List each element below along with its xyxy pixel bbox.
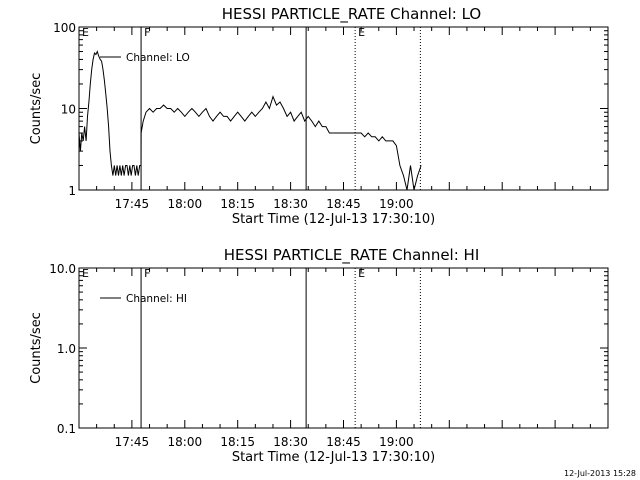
x-tick-label: 17:45 [115, 197, 150, 211]
event-marker-label: E [358, 267, 365, 280]
x-tick-label: 18:45 [326, 197, 361, 211]
plot-frame [78, 267, 609, 429]
event-marker-label: F [144, 267, 150, 280]
y-tick-label: 1 [68, 184, 76, 198]
y-tick-label: 10 [61, 103, 76, 117]
y-tick-label: 1.0 [57, 342, 76, 356]
legend-label: Channel: HI [126, 293, 187, 305]
x-tick-label: 17:45 [115, 435, 150, 449]
y-axis-label: Counts/sec [29, 312, 44, 384]
chart-title: HESSI PARTICLE_RATE Channel: LO [222, 5, 481, 24]
y-tick-label: 10.0 [49, 262, 76, 276]
event-marker-label: F [144, 26, 150, 39]
x-tick-label: 18:30 [273, 435, 308, 449]
x-tick-label: 18:00 [168, 197, 203, 211]
series-line [78, 50, 422, 191]
x-tick-label: 18:15 [220, 197, 255, 211]
legend-label: Channel: LO [126, 52, 190, 64]
x-tick-label: 18:15 [220, 435, 255, 449]
x-tick-label: 18:00 [168, 435, 203, 449]
x-axis-label: Start Time (12-Jul-13 17:30:10) [232, 212, 435, 227]
chart-title: HESSI PARTICLE_RATE Channel: HI [224, 246, 480, 265]
x-axis-label: Start Time (12-Jul-13 17:30:10) [232, 450, 435, 465]
event-marker-label: E [358, 26, 365, 39]
x-tick-label: 18:45 [326, 435, 361, 449]
x-tick-label: 19:00 [379, 435, 414, 449]
event-marker-label: E [82, 267, 89, 280]
timestamp-text: 12-Jul-2013 15:28 [564, 469, 636, 478]
y-axis-label: Counts/sec [29, 73, 44, 145]
y-tick-label: 0.1 [57, 422, 76, 436]
x-tick-label: 18:30 [273, 197, 308, 211]
event-marker-label: E [82, 26, 89, 39]
x-tick-label: 19:00 [379, 197, 414, 211]
y-tick-label: 100 [53, 21, 76, 35]
